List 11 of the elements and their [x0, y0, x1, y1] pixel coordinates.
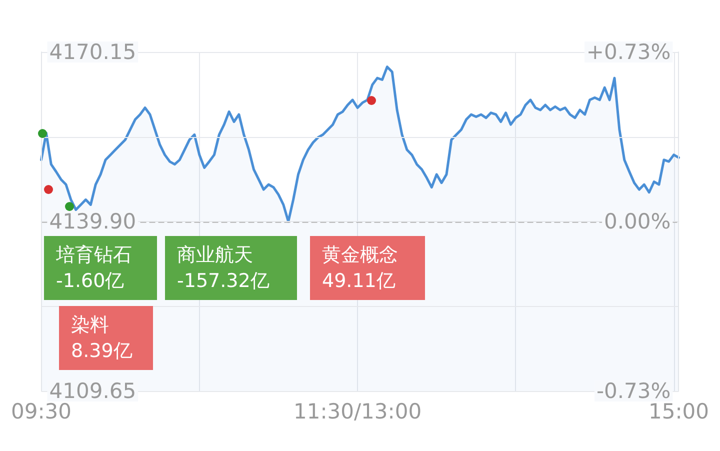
- annotation: 染料 8.39亿: [59, 306, 153, 370]
- y-tick-label: 4109.65: [49, 379, 136, 403]
- y-tick-label: 4170.15: [49, 40, 136, 64]
- annotation: 培育钻石 -1.60亿: [44, 236, 157, 300]
- y2-tick-label: +0.73%: [586, 40, 671, 64]
- annotation: 商业航天 -157.32亿: [165, 236, 297, 300]
- y-tick-label: 4139.90: [49, 210, 136, 234]
- y2-tick-label: -0.73%: [596, 379, 671, 403]
- y2-tick-label: 0.00%: [604, 210, 671, 234]
- x-tick-label: 11:30/13:00: [293, 400, 422, 424]
- annotation: 黄金概念 49.11亿: [310, 236, 425, 300]
